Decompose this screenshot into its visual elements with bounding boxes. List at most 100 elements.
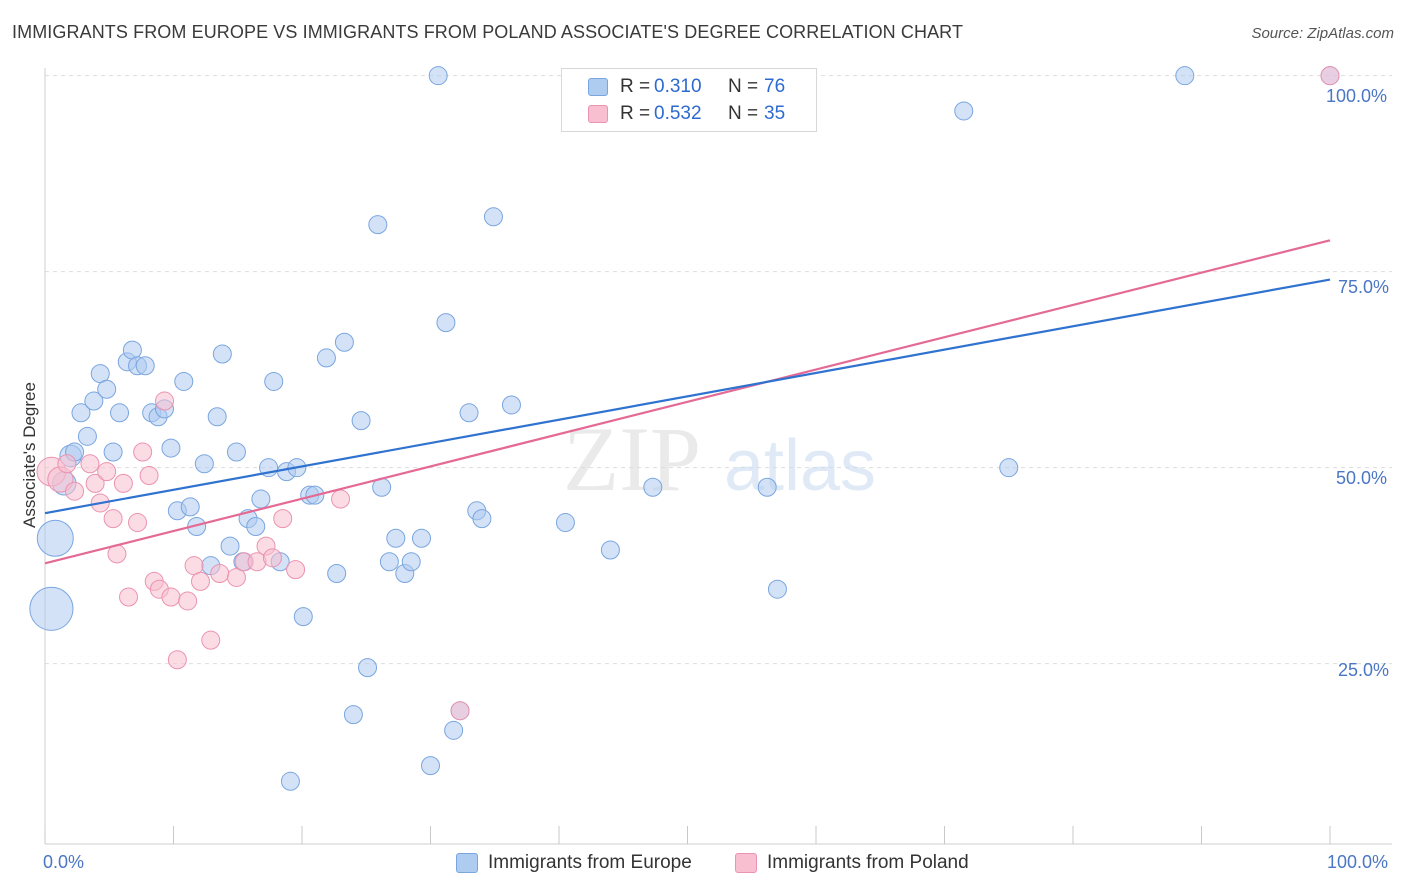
europe-point-64 bbox=[483, 207, 503, 227]
watermark-atlas: atlas bbox=[724, 426, 876, 506]
europe-point-49 bbox=[368, 215, 388, 235]
europe-point-45 bbox=[334, 332, 354, 352]
europe-point-46 bbox=[343, 705, 363, 725]
europe-point-32 bbox=[246, 516, 266, 536]
europe-point-44 bbox=[327, 564, 347, 584]
legend-row-poland: R = 0.532 N = 35 bbox=[588, 102, 785, 126]
legend-row-europe: R = 0.310 N = 76 bbox=[588, 75, 785, 99]
europe-point-73 bbox=[1175, 66, 1195, 86]
europe-point-71 bbox=[954, 101, 974, 121]
poland-n-value: 35 bbox=[764, 103, 786, 124]
europe-point-26 bbox=[207, 407, 227, 427]
europe-point-72 bbox=[999, 458, 1019, 478]
poland-point-5 bbox=[85, 473, 105, 493]
europe-point-27 bbox=[212, 344, 232, 364]
poland-point-7 bbox=[97, 462, 117, 482]
poland-point-22 bbox=[190, 571, 210, 591]
europe-n-label: N = bbox=[728, 76, 759, 97]
poland-point-11 bbox=[119, 587, 139, 607]
europe-point-57 bbox=[428, 66, 448, 86]
poland-point-14 bbox=[139, 466, 159, 486]
axes bbox=[44, 68, 1392, 845]
poland-point-4 bbox=[80, 454, 100, 474]
grid-lines bbox=[45, 75, 1392, 665]
source-label: Source: ZipAtlas.com bbox=[1251, 25, 1394, 42]
watermark: ZIP atlas bbox=[563, 408, 876, 510]
trend-lines bbox=[44, 239, 1331, 565]
europe-point-19 bbox=[161, 438, 181, 458]
europe-n-value: 76 bbox=[764, 76, 786, 97]
europe-point-63 bbox=[472, 509, 492, 529]
europe-point-58 bbox=[436, 313, 456, 333]
europe-point-9 bbox=[97, 379, 117, 399]
europe-point-61 bbox=[459, 403, 479, 423]
europe-trend-line bbox=[44, 278, 1331, 515]
europe-point-70 bbox=[767, 579, 787, 599]
europe-point-59 bbox=[444, 720, 464, 740]
poland-point-19 bbox=[167, 650, 187, 670]
poland-point-10 bbox=[113, 473, 133, 493]
poland-point-12 bbox=[128, 513, 148, 533]
europe-point-10 bbox=[103, 442, 123, 462]
europe-point-51 bbox=[379, 552, 399, 572]
watermark-zip: ZIP bbox=[563, 408, 701, 510]
europe-point-55 bbox=[412, 528, 432, 548]
europe-point-35 bbox=[264, 371, 284, 391]
europe-point-5 bbox=[71, 403, 91, 423]
poland-point-33 bbox=[450, 701, 470, 721]
poland-r-value: 0.532 bbox=[654, 103, 702, 124]
poland-point-18 bbox=[161, 587, 181, 607]
poland-points bbox=[36, 66, 1340, 721]
poland-point-34 bbox=[1320, 66, 1340, 86]
europe-point-69 bbox=[757, 477, 777, 497]
poland-point-24 bbox=[210, 564, 230, 584]
poland-point-8 bbox=[103, 509, 123, 529]
europe-point-1 bbox=[36, 519, 74, 557]
europe-legend-swatch bbox=[456, 853, 478, 873]
poland-legend-swatch bbox=[735, 853, 757, 873]
europe-point-47 bbox=[351, 411, 371, 431]
x-tick-100: 100.0% bbox=[1327, 852, 1389, 872]
y-tick-75: 75.0% bbox=[1338, 277, 1390, 297]
poland-point-17 bbox=[155, 391, 175, 411]
europe-point-48 bbox=[358, 658, 378, 678]
europe-point-24 bbox=[194, 454, 214, 474]
europe-point-66 bbox=[555, 513, 575, 533]
europe-point-38 bbox=[280, 771, 300, 791]
x-tick-0: 0.0% bbox=[43, 852, 85, 872]
europe-legend-label: Immigrants from Europe bbox=[488, 852, 692, 873]
europe-point-15 bbox=[135, 356, 155, 376]
europe-point-7 bbox=[84, 391, 104, 411]
europe-point-40 bbox=[293, 607, 313, 627]
europe-point-68 bbox=[643, 477, 663, 497]
europe-point-33 bbox=[251, 489, 271, 509]
y-tick-50: 50.0% bbox=[1336, 468, 1388, 488]
europe-point-67 bbox=[600, 540, 620, 560]
chart-title: IMMIGRANTS FROM EUROPE VS IMMIGRANTS FRO… bbox=[12, 22, 964, 42]
y-axis-label: Associate's Degree bbox=[20, 382, 39, 528]
europe-point-21 bbox=[174, 371, 194, 391]
europe-point-52 bbox=[386, 528, 406, 548]
poland-legend-label: Immigrants from Poland bbox=[767, 852, 969, 873]
poland-point-20 bbox=[178, 591, 198, 611]
europe-point-0 bbox=[29, 586, 74, 631]
poland-point-2 bbox=[57, 454, 77, 474]
europe-swatch bbox=[588, 78, 608, 96]
poland-point-3 bbox=[65, 481, 85, 501]
europe-point-54 bbox=[401, 552, 421, 572]
europe-point-65 bbox=[501, 395, 521, 415]
poland-point-23 bbox=[201, 630, 221, 650]
europe-r-label: R = bbox=[620, 76, 651, 97]
europe-point-43 bbox=[316, 348, 336, 368]
poland-point-13 bbox=[133, 442, 153, 462]
legend-item-europe: Immigrants from Europe bbox=[456, 852, 692, 874]
poland-point-32 bbox=[331, 489, 351, 509]
poland-point-31 bbox=[286, 560, 306, 580]
poland-n-label: N = bbox=[728, 103, 759, 124]
poland-r-label: R = bbox=[620, 103, 651, 124]
europe-point-22 bbox=[180, 497, 200, 517]
poland-point-30 bbox=[273, 509, 293, 529]
europe-point-29 bbox=[226, 442, 246, 462]
y-tick-25: 25.0% bbox=[1338, 660, 1390, 680]
